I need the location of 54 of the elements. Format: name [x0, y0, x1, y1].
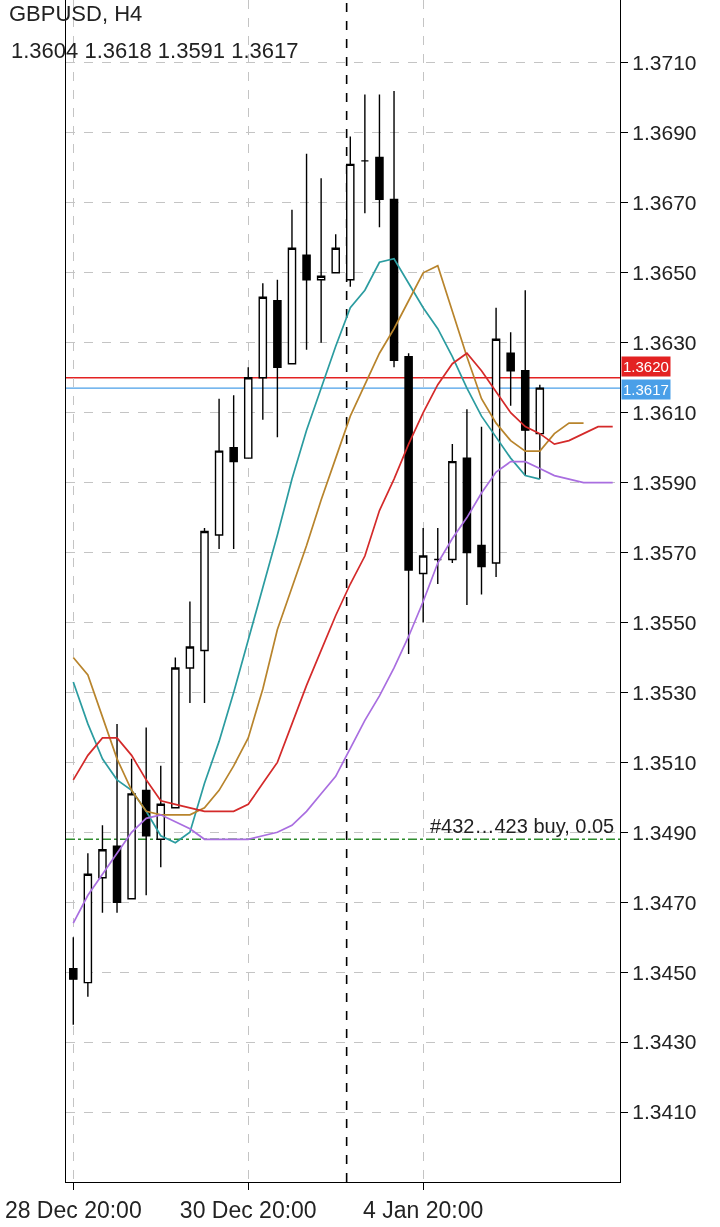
y-tick-label: 1.3430	[632, 1030, 697, 1054]
candlestick	[418, 527, 428, 624]
candlestick	[535, 383, 545, 480]
candlestick	[141, 726, 151, 896]
line-series	[72, 352, 614, 813]
y-tick-label: 1.3570	[632, 540, 697, 564]
candlestick	[331, 233, 340, 274]
candlestick	[258, 282, 268, 421]
candlestick	[69, 936, 78, 1026]
candlestick	[229, 394, 238, 550]
candlestick	[171, 656, 180, 809]
y-tick-label: 1.3690	[632, 121, 697, 145]
candlestick	[491, 307, 501, 578]
ref-line-label: #432…423 buy, 0.05	[430, 815, 615, 837]
candlestick	[83, 852, 93, 998]
candlestick	[477, 425, 486, 596]
candlestick	[506, 331, 515, 407]
candlestick	[316, 177, 326, 344]
candlestick	[360, 93, 370, 215]
candlestick	[243, 366, 253, 459]
y-tick-label: 1.3630	[632, 331, 697, 355]
ref-line-label: 1.3620	[623, 358, 669, 375]
y-tick-label: 1.3490	[632, 820, 697, 844]
y-tick-label: 1.3470	[632, 890, 697, 914]
x-tick-label: 4 Jan 20:00	[363, 1196, 484, 1223]
y-tick-label: 1.3530	[632, 680, 697, 704]
y-tick-label: 1.3710	[632, 51, 697, 75]
x-tick-label: 30 Dec 20:00	[179, 1196, 317, 1223]
y-tick-label: 1.3650	[632, 261, 697, 285]
candlestick	[448, 443, 457, 564]
y-tick-label: 1.3550	[632, 610, 697, 634]
y-tick-label: 1.3510	[632, 750, 697, 774]
candlestick	[185, 600, 195, 704]
candlestick	[112, 723, 122, 914]
candlestick	[375, 93, 384, 229]
y-tick-label: 1.3410	[632, 1100, 697, 1124]
candlestick	[214, 397, 224, 550]
ref-line-label: 1.3617	[623, 381, 669, 398]
candlestick	[302, 153, 311, 351]
candlestick	[520, 289, 530, 477]
candlestick	[200, 527, 209, 704]
candlestick	[404, 352, 413, 655]
candlestick	[389, 90, 399, 368]
candlestick	[287, 209, 297, 365]
candlestick	[462, 408, 472, 606]
x-tick-label: 28 Dec 20:00	[4, 1196, 142, 1223]
y-tick-label: 1.3450	[632, 960, 697, 984]
y-tick-label: 1.3610	[632, 401, 697, 424]
candlestick	[98, 824, 107, 914]
y-tick-label: 1.3670	[632, 191, 697, 215]
candlestick	[127, 758, 136, 900]
y-tick-label: 1.3590	[632, 470, 697, 494]
candlestick	[273, 279, 282, 438]
line-series	[72, 460, 614, 925]
